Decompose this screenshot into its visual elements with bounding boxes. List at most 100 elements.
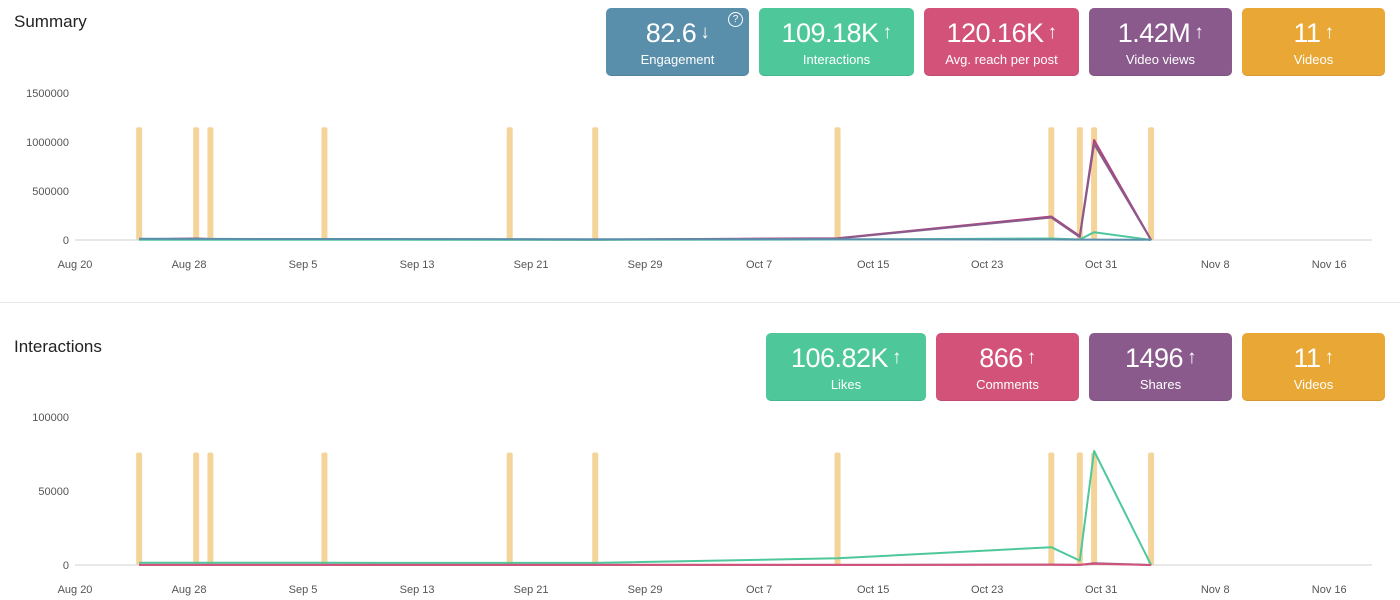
x-tick-label: Nov 16 [1312,259,1347,271]
x-tick-label: Oct 7 [746,259,772,271]
video-bar[interactable] [834,127,841,240]
summary-section: 0 500000 1000000 1500000 Aug 20 Aug 28 Sep 5 Se… [14,8,1385,271]
x-tick-label: Sep 21 [514,259,549,271]
card-value: 1.42M ↑ [1118,18,1204,48]
video-bar[interactable] [1076,452,1083,565]
video-bar[interactable] [1148,127,1155,240]
x-tick-label: Oct 15 [857,584,889,596]
series-line[interactable] [139,450,1152,566]
summary-cards: 82.6 ↓ Engagement? 109.18K ↑ Interactions 120.… [606,8,1385,76]
card-label: Engagement [640,51,715,67]
card-value: 11 ↑ [1293,342,1334,373]
x-tick-label: Oct 7 [746,584,772,596]
x-tick-label: Nov 8 [1201,259,1230,271]
card-value-number: 82.6 [645,17,697,48]
video-bar[interactable] [136,452,143,565]
x-tick-label: Oct 31 [1085,584,1117,596]
x-tick-label: Aug 20 [58,584,93,596]
card-value-number: 109.18K [781,17,879,48]
y-tick-label: 0 [63,235,69,247]
series-line[interactable] [139,562,1152,566]
card-label: Shares [1139,376,1182,392]
y-tick-label: 500000 [32,186,69,198]
arrow-up-icon: ↑ [1187,346,1197,368]
card-label: Videos [1293,376,1334,392]
card-value: 11 ↑ [1293,17,1335,48]
video-bar[interactable] [506,452,513,565]
interactions-card-shares[interactable]: 1496 ↑ Shares [1089,333,1232,401]
video-bar[interactable] [1076,127,1083,240]
summary-card-interactions[interactable]: 109.18K ↑ Interactions [759,8,914,76]
interactions-card-likes[interactable]: 106.82K ↑ Likes [766,333,926,401]
summary-title: Summary [14,12,87,31]
summary-chart: 0 500000 1000000 1500000 Aug 20 Aug 28 Sep 5 Se… [26,88,1372,271]
video-bar[interactable] [136,127,143,240]
arrow-up-icon: ↑ [1026,346,1037,368]
video-bar[interactable] [592,452,599,565]
card-value-number: 120.16K [946,17,1044,48]
y-tick-label: 1500000 [26,88,69,100]
interactions-chart: 0 50000 100000 Aug 20 Aug 28 Sep 5 Sep 13 Sep 2… [32,412,1372,596]
video-bar[interactable] [207,127,214,240]
x-tick-label: Oct 23 [971,584,1003,596]
card-value: 866 ↑ [979,343,1036,373]
x-tick-label: Oct 15 [857,259,889,271]
series-line[interactable] [139,139,1152,241]
summary-card-avg-reach-per-post[interactable]: 120.16K ↑ Avg. reach per post [924,8,1079,76]
card-value: 82.6 ↓ [646,18,710,48]
summary-card-videos[interactable]: 11 ↑ Videos [1242,8,1385,76]
x-tick-label: Sep 13 [400,259,435,271]
card-value-number: 11 [1293,17,1321,48]
card-value-number: 1.42M [1117,17,1191,48]
card-value: 109.18K ↑ [781,17,893,48]
x-tick-label: Nov 8 [1201,584,1230,596]
card-value-number: 106.82K [790,342,889,373]
card-value: 120.16K ↑ [946,17,1058,48]
x-tick-label: Sep 5 [289,584,318,596]
help-icon[interactable]: ? [728,12,743,27]
video-bar[interactable] [321,452,328,565]
x-tick-label: Nov 16 [1312,584,1347,596]
arrow-up-icon: ↑ [1324,21,1335,43]
card-value-number: 1496 [1124,342,1184,373]
arrow-up-icon: ↑ [1194,21,1204,43]
video-bar[interactable] [207,452,214,565]
video-bar[interactable] [193,127,200,240]
arrow-up-icon: ↑ [1047,21,1058,43]
card-value-number: 11 [1293,342,1321,373]
summary-card-video-views[interactable]: 1.42M ↑ Video views [1089,8,1232,76]
x-tick-label: Aug 28 [172,584,207,596]
series-line[interactable] [139,237,1152,241]
video-bar[interactable] [592,127,599,240]
interactions-cards: 106.82K ↑ Likes 866 ↑ Comments 1496 ↑ Shares 11 ↑ V… [766,333,1385,401]
video-bar[interactable] [193,452,200,565]
x-tick-label: Sep 5 [289,259,318,271]
video-bar[interactable] [1048,127,1055,240]
arrow-up-icon: ↑ [892,346,902,368]
arrow-up-icon: ↑ [882,21,893,43]
video-bar[interactable] [321,127,328,240]
card-value: 106.82K ↑ [790,342,902,373]
x-tick-label: Sep 29 [628,584,663,596]
x-tick-label: Aug 28 [172,259,207,271]
video-bar[interactable] [834,452,841,565]
y-tick-label: 1000000 [26,137,69,149]
interactions-card-comments[interactable]: 866 ↑ Comments [936,333,1079,401]
x-tick-label: Oct 31 [1085,259,1117,271]
x-tick-label: Sep 21 [514,584,549,596]
video-bar[interactable] [506,127,513,240]
summary-card-engagement[interactable]: 82.6 ↓ Engagement? [606,8,749,76]
card-label: Video views [1125,51,1196,67]
x-tick-label: Sep 13 [400,584,435,596]
x-tick-label: Sep 29 [628,259,663,271]
video-bar[interactable] [1091,452,1098,565]
card-label: Likes [830,376,862,392]
card-value-number: 866 [979,342,1023,373]
video-bar[interactable] [1048,452,1055,565]
interactions-card-videos[interactable]: 11 ↑ Videos [1242,333,1385,401]
interactions-section: 0 50000 100000 Aug 20 Aug 28 Sep 5 Sep 13 Sep 2… [0,325,1400,600]
section-divider [0,302,1400,303]
x-tick-label: Oct 23 [971,259,1003,271]
series-line[interactable] [139,143,1152,241]
video-bar[interactable] [1148,452,1155,565]
